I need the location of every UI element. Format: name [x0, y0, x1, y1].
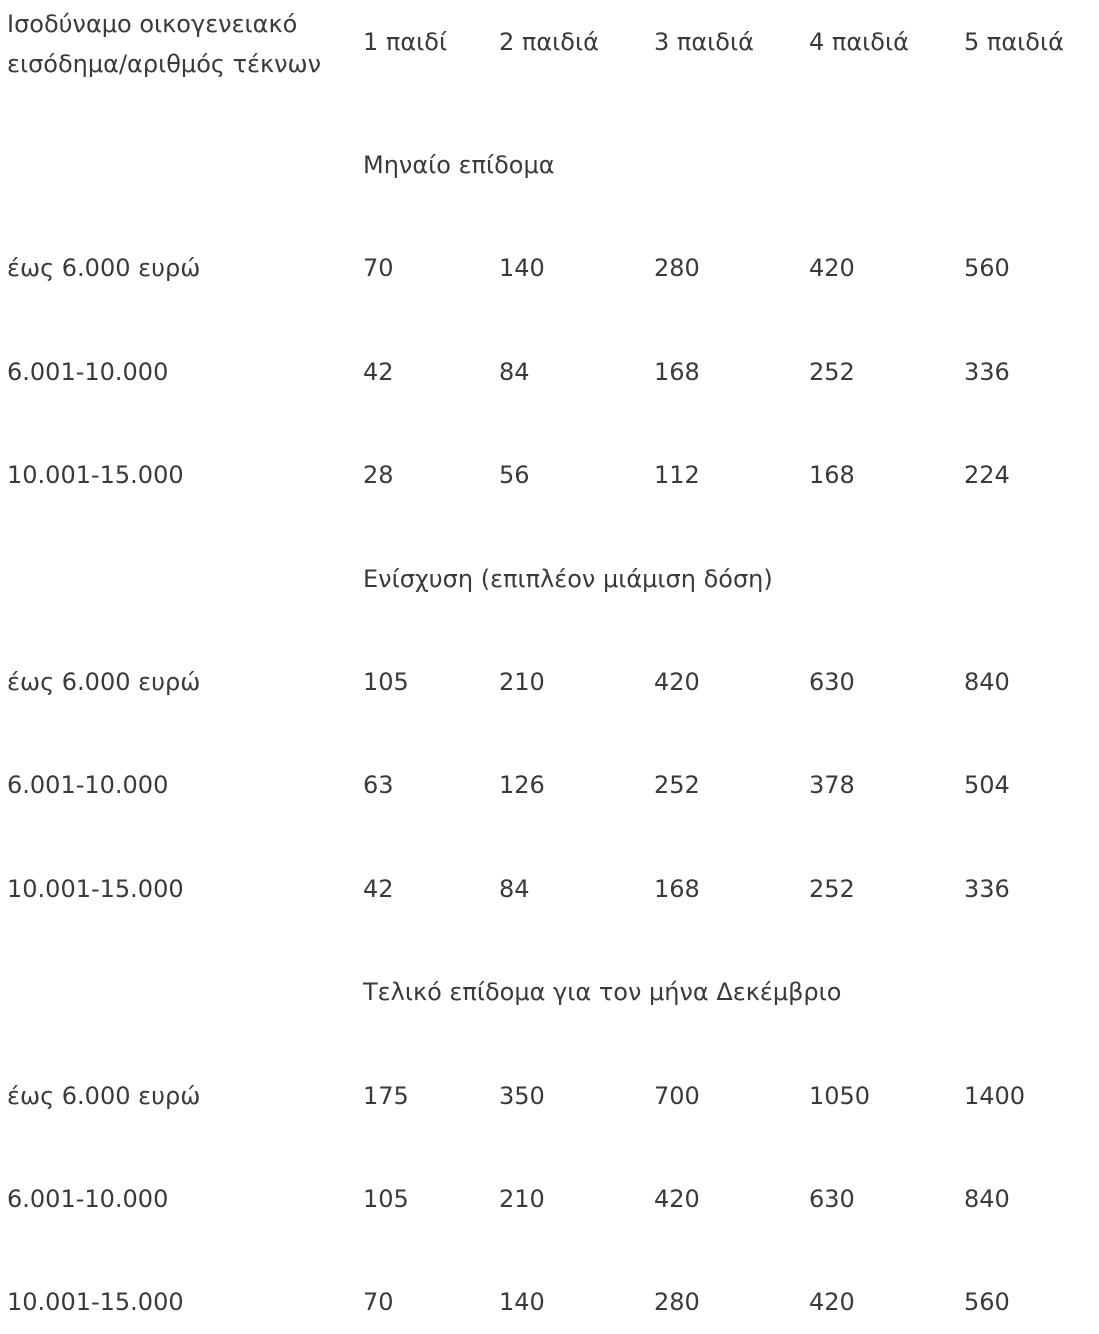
table-cell: 56: [499, 461, 530, 490]
row-label: 10.001-15.000: [7, 1288, 184, 1317]
table-cell: 378: [809, 771, 855, 800]
table-cell: 504: [964, 771, 1010, 800]
table-cell: 42: [363, 874, 394, 903]
table-cell: 630: [809, 668, 855, 696]
table-cell: 140: [499, 1288, 545, 1317]
table-cell: 105: [363, 668, 409, 696]
header-line: εισόδημα/αριθμός τέκνων: [7, 50, 322, 78]
table-cell: 105: [363, 1185, 409, 1213]
table-cell: 280: [654, 1288, 700, 1317]
row-label: 6.001-10.000: [7, 1185, 169, 1213]
table-cell: 280: [654, 254, 700, 283]
table-cell: 350: [499, 1081, 545, 1110]
table-cell: 210: [499, 1185, 545, 1213]
table-cell: 840: [964, 668, 1010, 696]
table-cell: 840: [964, 1185, 1010, 1213]
row-label: έως 6.000 ευρώ: [7, 254, 201, 283]
header-income-label: Ισοδύναμο οικογενειακό εισόδημα/αριθμός …: [7, 4, 321, 84]
table-cell: 168: [809, 461, 855, 490]
table-cell: 112: [654, 461, 700, 490]
table-cell: 175: [363, 1081, 409, 1110]
row-label: 10.001-15.000: [7, 461, 184, 490]
table-cell: 63: [363, 771, 394, 800]
table-cell: 336: [964, 874, 1010, 903]
column-header: 2 παιδιά: [499, 28, 599, 56]
table-cell: 420: [654, 668, 700, 696]
row-label: 6.001-10.000: [7, 357, 169, 386]
table-cell: 630: [809, 1185, 855, 1213]
table-cell: 252: [809, 357, 855, 386]
row-label: έως 6.000 ευρώ: [7, 668, 201, 696]
section-title: Τελικό επίδομα για τον μήνα Δεκέμβριο: [363, 978, 842, 1007]
table-cell: 168: [654, 874, 700, 903]
section-title: Μηναίο επίδομα: [363, 151, 555, 179]
table-cell: 84: [499, 357, 530, 386]
table-cell: 28: [363, 461, 394, 490]
table-cell: 420: [809, 254, 855, 283]
table-cell: 70: [363, 1288, 394, 1317]
table-cell: 700: [654, 1081, 700, 1110]
table-cell: 252: [654, 771, 700, 800]
table-cell: 560: [964, 254, 1010, 283]
table-cell: 420: [809, 1288, 855, 1317]
table-cell: 560: [964, 1288, 1010, 1317]
section-title: Ενίσχυση (επιπλέον μιάμιση δόση): [363, 564, 773, 593]
column-header: 5 παιδιά: [964, 28, 1064, 56]
table-cell: 84: [499, 874, 530, 903]
table-cell: 252: [809, 874, 855, 903]
header-line: Ισοδύναμο οικογενειακό: [7, 10, 298, 38]
row-label: 10.001-15.000: [7, 874, 184, 903]
table-cell: 1050: [809, 1081, 871, 1110]
column-header: 4 παιδιά: [809, 28, 909, 56]
table-cell: 70: [363, 254, 394, 283]
table-cell: 1400: [964, 1081, 1026, 1110]
column-header: 3 παιδιά: [654, 28, 754, 56]
table-cell: 336: [964, 357, 1010, 386]
table-cell: 420: [654, 1185, 700, 1213]
row-label: έως 6.000 ευρώ: [7, 1081, 201, 1110]
row-label: 6.001-10.000: [7, 771, 169, 800]
table-cell: 126: [499, 771, 545, 800]
table-cell: 140: [499, 254, 545, 283]
table-cell: 210: [499, 668, 545, 696]
table-cell: 42: [363, 357, 394, 386]
column-header: 1 παιδί: [363, 28, 448, 56]
table-cell: 224: [964, 461, 1010, 490]
table-cell: 168: [654, 357, 700, 386]
